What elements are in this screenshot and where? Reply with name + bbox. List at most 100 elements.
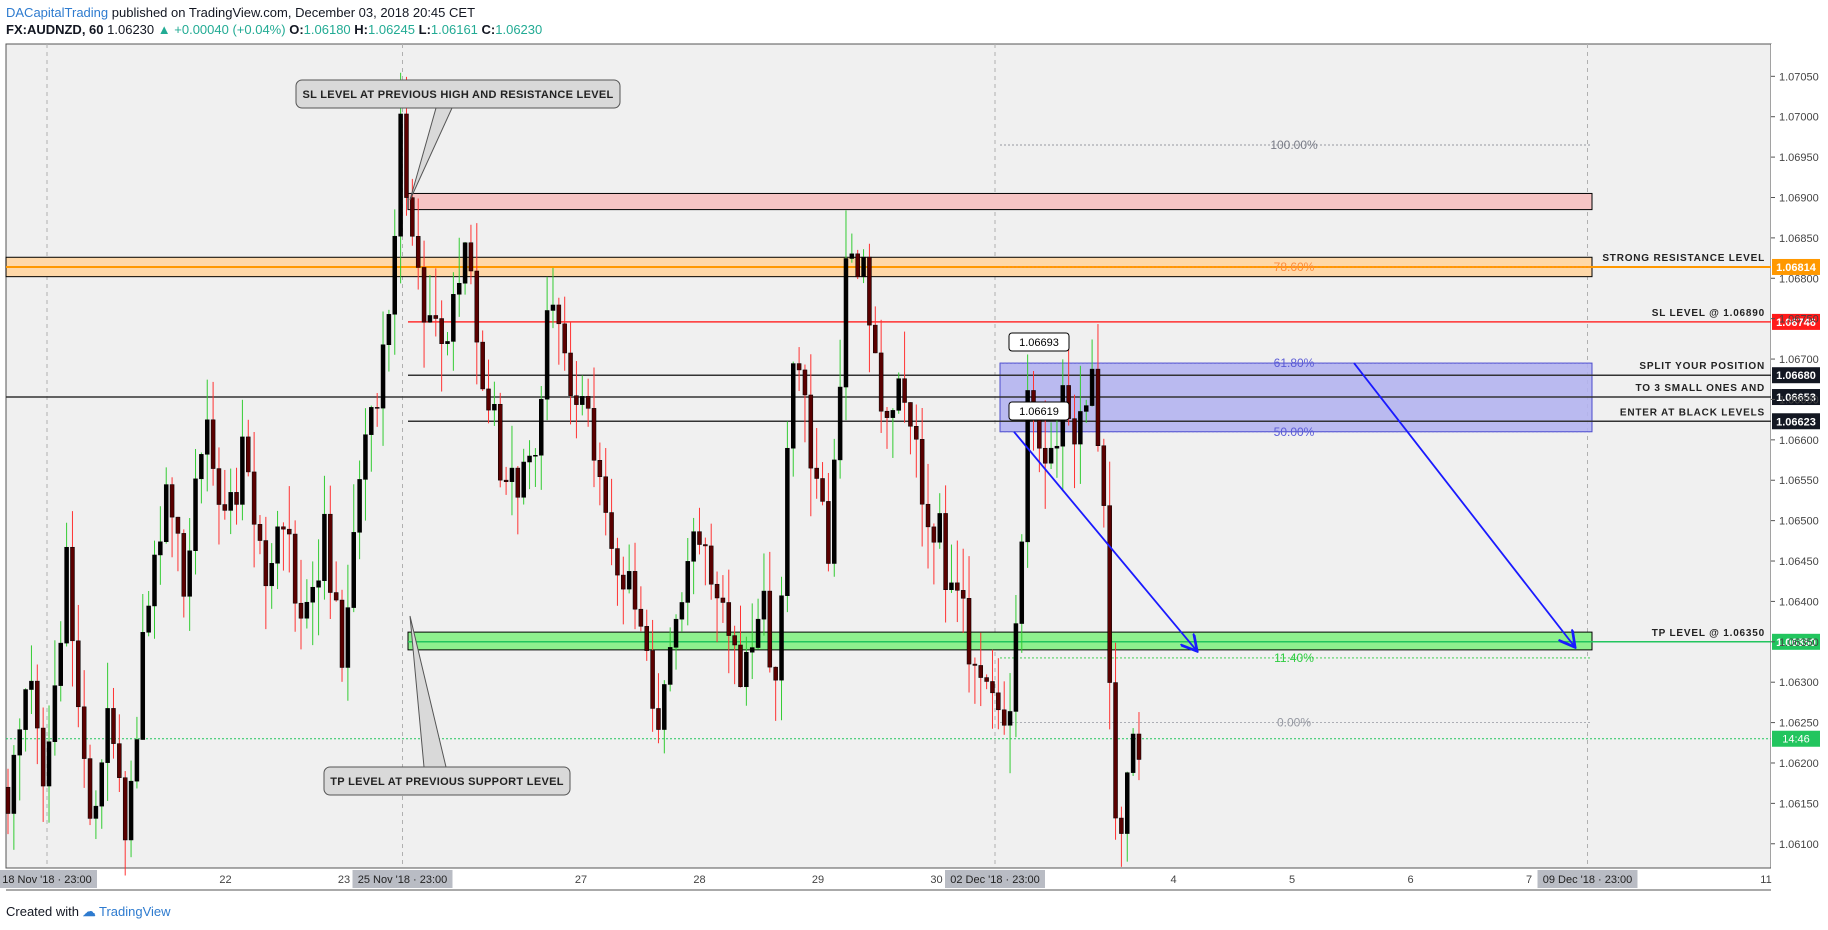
candle-body bbox=[1083, 405, 1089, 412]
candle bbox=[984, 674, 989, 690]
price-tick-label: 1.06450 bbox=[1779, 556, 1819, 568]
high-value: 1.06245 bbox=[368, 22, 415, 37]
candle-body bbox=[591, 408, 597, 461]
candle bbox=[304, 579, 310, 629]
candle-body bbox=[122, 777, 128, 841]
time-tick-label: 09 Dec '18 · 23:00 bbox=[1543, 874, 1633, 886]
candle bbox=[697, 507, 702, 555]
candle-body bbox=[849, 253, 855, 259]
candle bbox=[269, 543, 274, 609]
candle bbox=[662, 680, 667, 754]
candle bbox=[415, 198, 421, 290]
candle bbox=[650, 619, 655, 732]
candle-body bbox=[199, 454, 204, 480]
price-badge bbox=[1772, 389, 1820, 406]
candle bbox=[46, 705, 52, 823]
candle bbox=[386, 309, 392, 372]
candle bbox=[468, 224, 474, 285]
candle bbox=[462, 241, 468, 295]
candle bbox=[456, 237, 462, 317]
candle-body bbox=[87, 758, 93, 819]
candle bbox=[685, 537, 691, 626]
price-tick-label: 1.07000 bbox=[1779, 112, 1819, 124]
candle-body bbox=[1042, 447, 1048, 464]
candle bbox=[64, 522, 69, 647]
ohlc-line: FX:AUDNZD, 60 1.06230 ▲ +0.00040 (+0.04%… bbox=[6, 21, 542, 38]
author-link[interactable]: DACapitalTrading bbox=[6, 5, 109, 20]
candle bbox=[837, 339, 843, 479]
candle bbox=[81, 670, 87, 788]
candle bbox=[240, 399, 245, 521]
candle-body bbox=[685, 561, 691, 603]
candle bbox=[316, 539, 321, 636]
candle-body bbox=[269, 563, 274, 587]
chart-header: DACapitalTrading published on TradingVie… bbox=[6, 4, 542, 38]
candle-body bbox=[328, 513, 333, 593]
candle bbox=[931, 523, 937, 585]
candle bbox=[357, 460, 362, 560]
candle-body bbox=[187, 550, 192, 597]
fib-label: 100.00% bbox=[1270, 138, 1318, 152]
time-tick-label: 02 Dec '18 · 23:00 bbox=[950, 874, 1040, 886]
candle-body bbox=[919, 439, 925, 505]
candle-body bbox=[755, 618, 761, 648]
price-box-text: 1.06619 bbox=[1019, 406, 1059, 418]
candle bbox=[1078, 365, 1083, 484]
candle-body bbox=[955, 582, 960, 591]
candle bbox=[374, 393, 380, 427]
time-tick-label: 30 bbox=[930, 874, 942, 886]
candle-body bbox=[146, 605, 151, 633]
level-label: STRONG RESISTANCE LEVEL bbox=[1602, 253, 1765, 264]
candle bbox=[937, 493, 942, 549]
candle-body bbox=[773, 666, 778, 681]
short-arrow bbox=[1013, 431, 1196, 650]
price-box-low: 1.06619 bbox=[1008, 401, 1070, 421]
callout-box bbox=[323, 766, 571, 796]
candle-body bbox=[972, 663, 978, 666]
candle bbox=[492, 381, 497, 426]
candle-body bbox=[81, 706, 87, 759]
candle bbox=[861, 249, 866, 284]
candle bbox=[1136, 712, 1142, 781]
candle-body bbox=[691, 531, 696, 562]
candle-body bbox=[796, 363, 802, 371]
candle-body bbox=[738, 644, 743, 688]
price-badge-text: 1.06680 bbox=[1776, 370, 1816, 382]
candle-body bbox=[597, 460, 603, 477]
candle bbox=[744, 636, 749, 706]
candle bbox=[11, 745, 17, 850]
candle bbox=[603, 448, 608, 536]
candle bbox=[820, 462, 825, 506]
candle bbox=[855, 249, 860, 280]
candle-body bbox=[726, 602, 732, 636]
candle bbox=[832, 438, 837, 577]
candle-body bbox=[679, 602, 685, 620]
candle bbox=[960, 548, 966, 633]
candle-body bbox=[790, 363, 796, 449]
time-tick-label: 18 Nov '18 · 23:00 bbox=[2, 874, 92, 886]
candle-body bbox=[960, 590, 966, 599]
price-badge bbox=[1772, 633, 1820, 650]
candle bbox=[216, 447, 222, 545]
tradingview-brand[interactable]: TradingView bbox=[99, 904, 171, 919]
candle-body bbox=[1054, 445, 1060, 449]
time-badge-text: 14:46 bbox=[1782, 734, 1810, 746]
fib-label: 0.00% bbox=[1277, 716, 1311, 730]
candle-body bbox=[193, 478, 198, 551]
candle-body bbox=[228, 492, 233, 511]
candle bbox=[574, 361, 579, 439]
candle-body bbox=[720, 597, 726, 603]
candle-body bbox=[105, 708, 110, 763]
high-label: H: bbox=[354, 22, 368, 37]
candle-body bbox=[1101, 445, 1107, 506]
level-label: TP LEVEL @ 1.06350 bbox=[1652, 628, 1765, 639]
candle-body bbox=[1001, 709, 1007, 726]
candle-body bbox=[415, 236, 421, 268]
candle-body bbox=[878, 352, 884, 412]
candle-body bbox=[984, 677, 989, 682]
candle-body bbox=[40, 727, 46, 787]
candle-body bbox=[251, 471, 257, 525]
candle-body bbox=[662, 684, 667, 730]
candle-body bbox=[767, 590, 773, 668]
